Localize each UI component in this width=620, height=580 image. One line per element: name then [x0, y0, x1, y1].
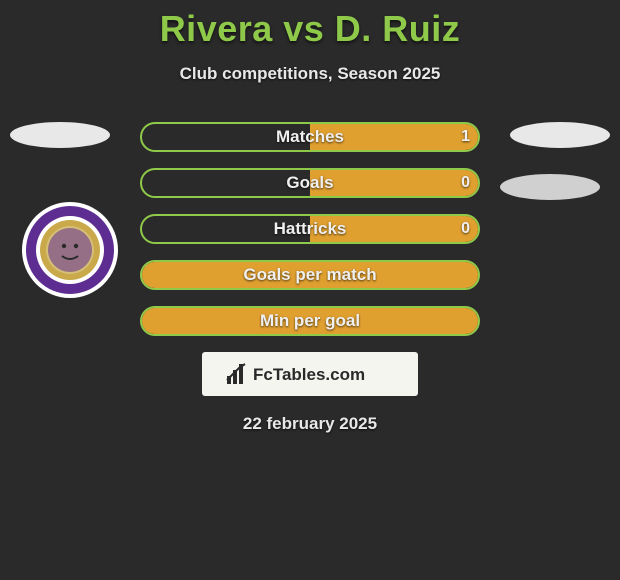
stat-value-right: 0 [461, 174, 470, 192]
stat-label: Goals [286, 173, 333, 193]
comparison-title: Rivera vs D. Ruiz [0, 0, 620, 50]
stat-row: Matches 1 [0, 122, 620, 152]
stat-label: Hattricks [274, 219, 347, 239]
comparison-subtitle: Club competitions, Season 2025 [0, 64, 620, 84]
stat-row: Goals 0 [0, 168, 620, 198]
stat-bar: Goals per match [140, 260, 480, 290]
fctables-logo-icon: FcTables.com [225, 360, 395, 388]
stat-row: Min per goal [0, 306, 620, 336]
stat-bar: Matches 1 [140, 122, 480, 152]
stat-label: Matches [276, 127, 344, 147]
stats-area: Matches 1 Goals 0 Hattricks 0 Goals per match M… [0, 122, 620, 336]
stat-bar-fill-right [310, 170, 478, 196]
brand-text: FcTables.com [253, 365, 365, 384]
stat-bar: Hattricks 0 [140, 214, 480, 244]
stat-label: Goals per match [243, 265, 376, 285]
stat-row: Hattricks 0 [0, 214, 620, 244]
stat-value-right: 0 [461, 220, 470, 238]
stat-value-right: 1 [461, 128, 470, 146]
stat-bar: Goals 0 [140, 168, 480, 198]
stat-label: Min per goal [260, 311, 360, 331]
stat-bar: Min per goal [140, 306, 480, 336]
snapshot-date: 22 february 2025 [0, 414, 620, 434]
stat-row: Goals per match [0, 260, 620, 290]
brand-box: FcTables.com [202, 352, 418, 396]
